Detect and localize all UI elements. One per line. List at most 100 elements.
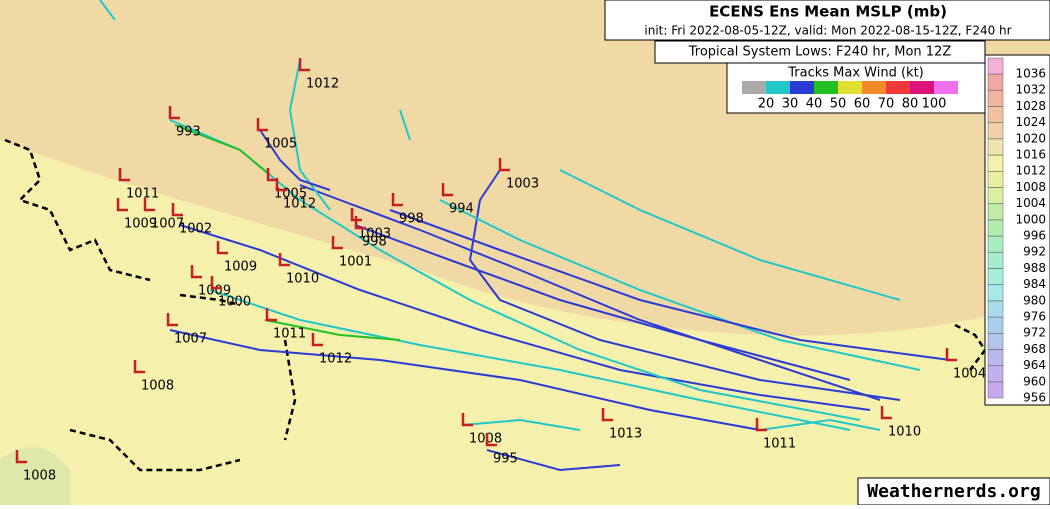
pressure-swatch (987, 187, 1004, 204)
low-label: 998 (362, 235, 387, 250)
pressure-swatch (987, 203, 1004, 221)
pressure-label: 968 (1023, 342, 1046, 356)
pressure-swatch (987, 57, 1004, 75)
low-marker (171, 203, 183, 217)
low-marker (210, 276, 222, 290)
low-marker (945, 348, 957, 362)
low-marker (461, 413, 473, 427)
track (468, 169, 901, 401)
wind-swatch (934, 81, 958, 94)
low-marker (311, 333, 323, 347)
wind-label: 40 (806, 97, 823, 112)
low-label: 1010 (888, 425, 921, 440)
track (299, 184, 881, 401)
pressure-swatch (987, 171, 1004, 188)
wind-swatch (838, 81, 862, 94)
low-label: 1007 (174, 332, 207, 347)
track (169, 329, 761, 431)
coastline (954, 323, 987, 371)
coastline (69, 428, 241, 472)
title: ECENS Ens Mean MSLP (mb) (709, 3, 947, 21)
low-label: 1012 (283, 197, 316, 212)
coastline (283, 339, 297, 441)
wind-label: 30 (782, 97, 799, 112)
low-label: 1008 (23, 469, 56, 484)
low-marker (391, 193, 403, 207)
low-label: 1008 (141, 379, 174, 394)
pressure-label: 980 (1023, 293, 1046, 307)
low-marker (256, 118, 268, 132)
pressure-label: 1020 (1015, 131, 1046, 145)
pressure-swatch (987, 316, 1004, 334)
wind-label: 20 (758, 97, 775, 112)
wind-label: 60 (854, 97, 871, 112)
wind-swatch (766, 81, 790, 94)
pressure-label: 1024 (1015, 115, 1046, 129)
header-box (604, 0, 1050, 41)
pressure-label: 956 (1023, 391, 1046, 405)
pressure-swatch (987, 381, 1004, 399)
coastlines (4, 138, 987, 472)
pressure-swatch (987, 154, 1004, 172)
low-marker (168, 106, 180, 120)
pressure-swatch (987, 333, 1004, 350)
pressure-label: 964 (1023, 358, 1046, 372)
low-label: 1010 (286, 272, 319, 287)
pressure-label: 976 (1023, 310, 1046, 324)
low-marker (143, 198, 155, 212)
pressure-swatch (987, 122, 1004, 140)
track (399, 109, 411, 141)
pressure-label: 1036 (1015, 67, 1046, 81)
low-marker (116, 198, 128, 212)
low-label: 998 (399, 212, 424, 227)
wind-label: 70 (878, 97, 895, 112)
pressure-label: 1004 (1015, 196, 1046, 210)
pressure-swatch (987, 300, 1004, 318)
pressure-label: 1008 (1015, 180, 1046, 194)
low-label: 1009 (224, 260, 257, 275)
pressure-legend: 1036 1032 1028 1024 1020 1016 1012 1008 1004 1000… (987, 57, 1046, 405)
low-marker (331, 236, 343, 250)
wind-legend-title: Tracks Max Wind (kt) (787, 66, 924, 81)
wind-swatch (742, 81, 766, 94)
low-marker (441, 183, 453, 197)
track (389, 209, 951, 361)
low-label: 1001 (339, 255, 372, 270)
pressure-swatch (987, 284, 1004, 302)
lows-title: Tropical System Lows: F240 hr, Mon 12Z (688, 45, 952, 60)
low-label: 1002 (179, 222, 212, 237)
low-marker (133, 360, 145, 374)
pressure-label: 988 (1023, 261, 1046, 275)
track (209, 289, 851, 431)
low-label: 1009 (124, 217, 157, 232)
low-marker (601, 408, 613, 422)
low-label: 994 (449, 202, 474, 217)
low-label: 995 (493, 452, 518, 467)
low-label: 1005 (264, 137, 297, 152)
track (486, 449, 621, 472)
low-marker (190, 265, 202, 279)
track (559, 169, 901, 301)
low-label: 1011 (273, 327, 306, 342)
track (264, 319, 401, 341)
low-label: 1009 (198, 284, 231, 299)
coastline (179, 293, 241, 307)
pressure-swatch (987, 252, 1004, 269)
low-label: 1008 (469, 432, 502, 447)
low-marker (266, 168, 278, 182)
low-marker (485, 433, 497, 447)
pressure-label: 1016 (1015, 148, 1046, 162)
low-marker (755, 418, 767, 432)
pressure-label: 984 (1023, 277, 1046, 291)
low-label: 1011 (763, 437, 796, 452)
pressure-swatch (987, 73, 1004, 91)
low-label: 1004 (953, 367, 986, 382)
low-marker (278, 253, 290, 267)
low-marker (166, 313, 178, 327)
low-label: 1003 (506, 177, 539, 192)
low-marker (216, 241, 228, 255)
low-label: 1011 (126, 187, 159, 202)
low-marker (265, 308, 277, 322)
low-label: 1003 (358, 227, 391, 242)
